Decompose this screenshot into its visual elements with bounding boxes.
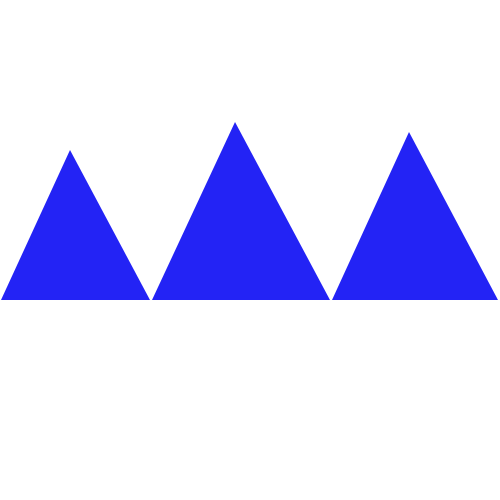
triangle-right <box>332 132 498 300</box>
triangle-left <box>1 150 150 300</box>
triangle-middle <box>152 122 330 300</box>
